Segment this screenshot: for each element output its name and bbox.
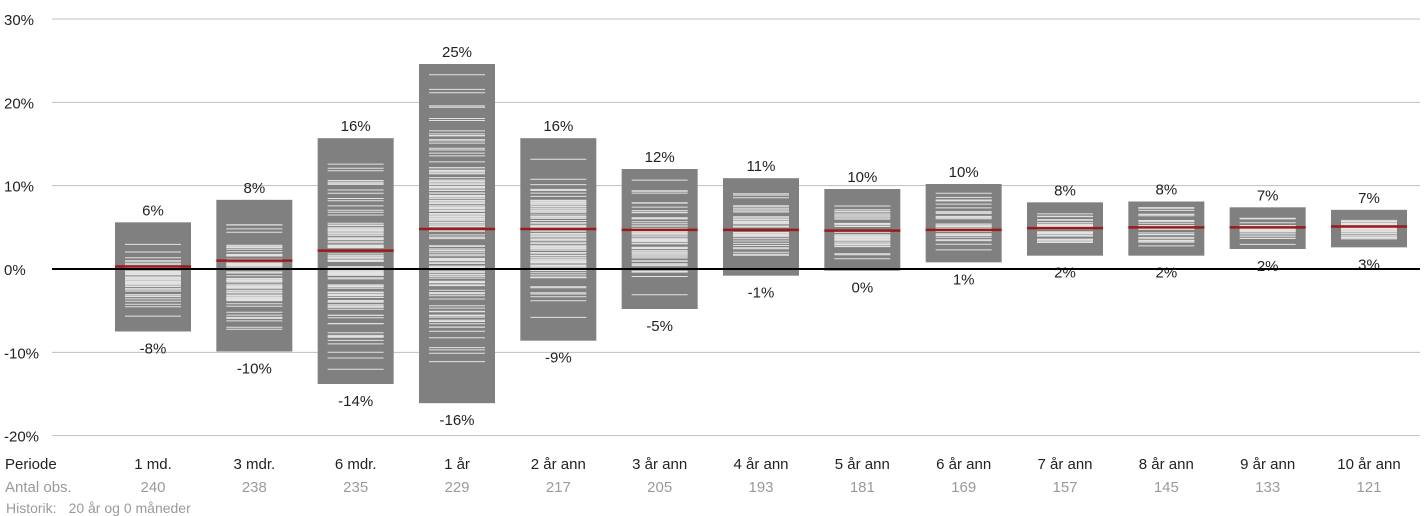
observation-lines — [226, 224, 283, 330]
period-row-label: Periode — [5, 456, 57, 473]
min-label: 0% — [851, 280, 873, 297]
min-label: -16% — [439, 412, 474, 429]
max-label: 8% — [1155, 182, 1177, 199]
max-label: 12% — [645, 149, 675, 166]
y-tick-label: 20% — [4, 95, 34, 112]
max-label: 10% — [847, 169, 877, 186]
observation-count: 181 — [850, 479, 875, 496]
observation-count: 205 — [647, 479, 672, 496]
max-label: 6% — [142, 202, 164, 219]
max-label: 7% — [1257, 187, 1279, 204]
y-tick-label: 0% — [4, 262, 26, 279]
category-label: 6 mdr. — [335, 456, 377, 473]
min-label: 2% — [1155, 265, 1177, 282]
history-value: 20 år og 0 måneder — [68, 500, 191, 516]
history-label: Historik: — [6, 500, 57, 516]
min-label: -8% — [140, 341, 167, 358]
observation-count: 157 — [1052, 479, 1077, 496]
range-bar — [925, 184, 1002, 263]
y-tick-label: 30% — [4, 12, 34, 29]
observation-count: 121 — [1356, 479, 1381, 496]
range-bar — [419, 64, 495, 404]
observation-lines — [1037, 213, 1093, 243]
observation-lines — [530, 158, 587, 318]
obs-row-label: Antal obs. — [5, 479, 72, 496]
category-label: 2 år ann — [531, 456, 586, 473]
y-tick-label: -20% — [4, 429, 39, 446]
observation-count: 238 — [242, 479, 267, 496]
max-label: 25% — [442, 44, 472, 61]
max-label: 10% — [949, 164, 979, 181]
observation-count: 240 — [140, 479, 165, 496]
min-label: 1% — [953, 271, 975, 288]
min-label: -14% — [338, 393, 373, 410]
y-tick-label: -10% — [4, 345, 39, 362]
max-label: 16% — [341, 118, 371, 135]
y-tick-label: 10% — [4, 179, 34, 196]
observation-count: 217 — [546, 479, 571, 496]
observation-count: 145 — [1154, 479, 1179, 496]
min-label: -10% — [237, 361, 272, 378]
category-label: 3 mdr. — [233, 456, 275, 473]
observation-count: 235 — [343, 479, 368, 496]
category-label: 3 år ann — [632, 456, 687, 473]
category-label: 1 år — [444, 456, 470, 473]
observation-count: 229 — [444, 479, 469, 496]
category-label: 8 år ann — [1139, 456, 1194, 473]
min-label: 2% — [1257, 258, 1279, 275]
category-label: 9 år ann — [1240, 456, 1295, 473]
category-label: 5 år ann — [835, 456, 890, 473]
observation-count: 193 — [748, 479, 773, 496]
category-label: 4 år ann — [733, 456, 788, 473]
max-label: 11% — [747, 158, 776, 175]
max-label: 8% — [243, 180, 265, 197]
min-label: -1% — [748, 285, 775, 302]
min-label: 3% — [1358, 256, 1380, 273]
category-label: 6 år ann — [936, 456, 991, 473]
min-label: -5% — [646, 318, 673, 335]
max-label: 16% — [543, 118, 573, 135]
observation-count: 133 — [1255, 479, 1280, 496]
observation-lines — [429, 74, 485, 363]
max-label: 7% — [1358, 190, 1380, 207]
observation-lines — [834, 205, 891, 260]
observation-count: 169 — [951, 479, 976, 496]
max-label: 8% — [1054, 182, 1076, 199]
category-label: 1 md. — [134, 456, 172, 473]
history-footer: Historik: 20 år og 0 måneder — [6, 500, 203, 516]
observation-lines — [935, 192, 992, 251]
category-label: 10 år ann — [1337, 456, 1400, 473]
min-label: 2% — [1054, 265, 1076, 282]
category-label: 7 år ann — [1037, 456, 1092, 473]
min-label: -9% — [545, 350, 572, 367]
